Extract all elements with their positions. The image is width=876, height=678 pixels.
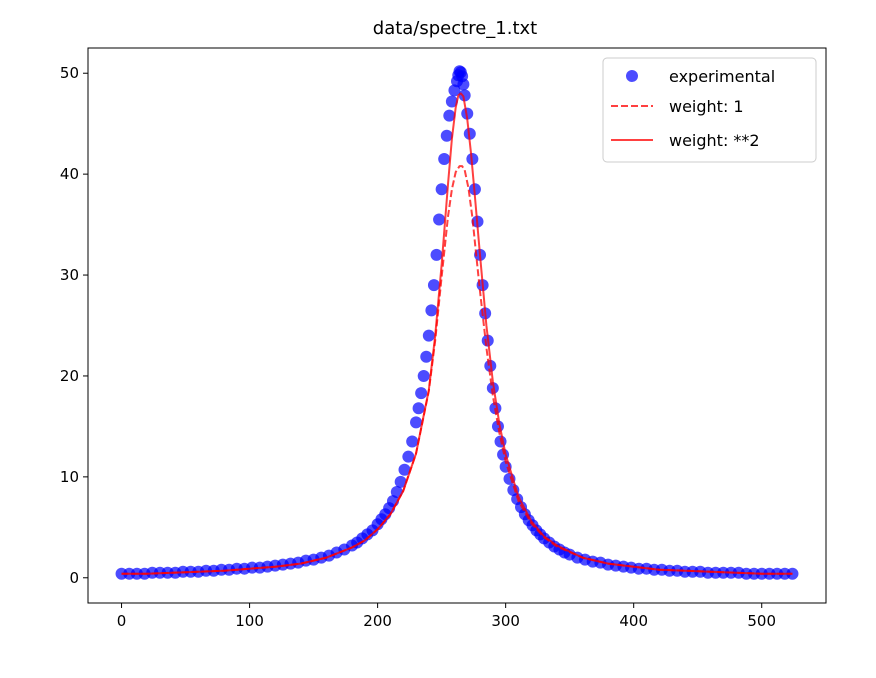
experimental-point — [412, 402, 425, 415]
series-experimental — [115, 65, 799, 580]
x-tick-label: 300 — [491, 612, 520, 630]
y-axis: 0 10 20 30 40 50 — [60, 64, 88, 587]
experimental-point — [417, 369, 430, 382]
experimental-point — [420, 350, 433, 363]
x-tick-label: 0 — [117, 612, 127, 630]
experimental-point — [457, 78, 470, 91]
experimental-point — [422, 329, 435, 342]
x-tick-label: 500 — [747, 612, 776, 630]
legend: experimental weight: 1 weight: **2 — [602, 57, 817, 163]
experimental-point — [448, 84, 461, 97]
chart-title: data/spectre_1.txt — [373, 18, 537, 39]
series-weight-2-line — [121, 92, 793, 575]
experimental-point — [445, 95, 458, 108]
experimental-point — [438, 153, 451, 165]
y-tick-label: 0 — [69, 569, 79, 587]
experimental-point — [430, 248, 443, 261]
experimental-point — [440, 129, 453, 142]
experimental-point — [410, 416, 423, 429]
legend-marker-experimental — [626, 70, 638, 82]
experimental-point — [427, 279, 440, 292]
experimental-point — [458, 89, 471, 102]
x-tick-label: 400 — [619, 612, 648, 630]
experimental-point — [443, 109, 456, 122]
y-tick-label: 40 — [60, 165, 79, 183]
experimental-point — [433, 213, 446, 226]
experimental-point — [415, 387, 428, 400]
experimental-point — [406, 435, 419, 448]
legend-label-weight-1: weight: 1 — [669, 97, 744, 116]
experimental-point — [402, 450, 415, 463]
experimental-point — [435, 183, 448, 196]
legend-box — [602, 57, 817, 163]
experimental-point — [394, 475, 407, 488]
series-weight-1-line — [121, 165, 793, 575]
x-tick-label: 100 — [235, 612, 264, 630]
y-tick-label: 10 — [60, 468, 79, 486]
experimental-point — [425, 304, 438, 317]
plot-area — [115, 65, 799, 580]
axes-frame — [87, 47, 827, 604]
legend-label-experimental: experimental — [669, 67, 775, 86]
experimental-point — [398, 463, 411, 476]
experimental-point — [390, 486, 403, 498]
y-tick-label: 50 — [60, 64, 79, 82]
x-axis: 0 100 200 300 400 500 — [117, 603, 776, 630]
x-tick-label: 200 — [363, 612, 392, 630]
y-tick-label: 30 — [60, 266, 79, 284]
y-tick-label: 20 — [60, 367, 79, 385]
legend-label-weight-2: weight: **2 — [669, 131, 760, 150]
